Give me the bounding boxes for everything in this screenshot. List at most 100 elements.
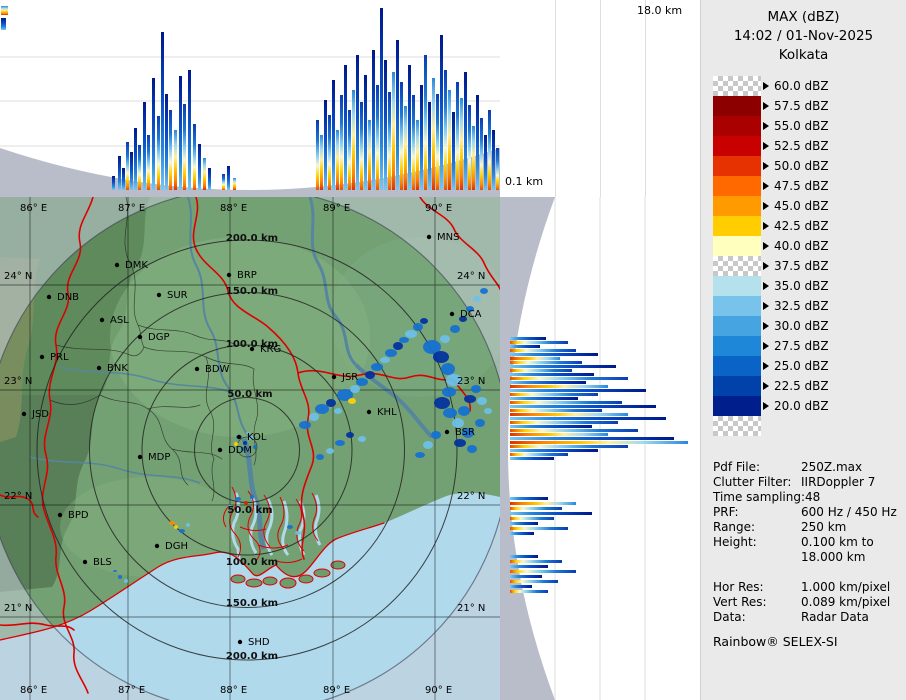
reflectivity-column [352, 90, 355, 190]
reflectivity-column [193, 124, 196, 190]
radar-map-panel: 200.0 km 150.0 km 100.0 km 50.0 km 50.0 km 10… [0, 197, 500, 700]
echo-cell [241, 447, 245, 451]
legend-level-row: 57.5 dBZ [713, 96, 829, 116]
echo-cell [234, 442, 238, 446]
echo-cell [458, 406, 470, 416]
echo-cell [473, 296, 481, 302]
city-label: ASL [110, 315, 129, 326]
longitude-label: 89° E [323, 203, 350, 214]
reflectivity-column [138, 145, 141, 190]
reflectivity-column [348, 110, 351, 190]
side-profile-background [500, 197, 646, 700]
reflectivity-row [510, 345, 540, 348]
city-dot [226, 272, 232, 278]
reflectivity-column [198, 144, 201, 190]
echo-cell [371, 363, 383, 371]
city-label: DMK [125, 260, 148, 271]
reflectivity-speck [1, 18, 6, 30]
info-value: 18.000 km [801, 550, 866, 564]
info-label: PRF: [713, 505, 739, 519]
echo-cell [484, 408, 492, 414]
echo-cell [413, 323, 423, 331]
reflectivity-column [372, 50, 375, 190]
echo-cell [235, 497, 241, 501]
city-label: DDM [228, 445, 252, 456]
echo-cell [466, 306, 474, 312]
info-row [713, 565, 897, 580]
product-info-block: Pdf File: 250Z.max Clutter Filter: IIRDoppl… [713, 460, 897, 625]
reflectivity-column [420, 85, 423, 190]
info-label: Height: [713, 535, 757, 549]
echo-cell [467, 445, 477, 453]
reflectivity-row [510, 425, 592, 428]
reflectivity-row [510, 570, 576, 573]
city-dot [236, 434, 242, 440]
reflectivity-row [510, 555, 538, 558]
info-row: Height: 0.100 km to [713, 535, 897, 550]
legend-level-row: 27.5 dBZ [713, 336, 829, 356]
reflectivity-row [510, 353, 598, 356]
echo-cell [433, 351, 449, 363]
city-dot [82, 559, 88, 565]
city-dot [137, 334, 143, 340]
legend-level-label: 42.5 dBZ [774, 219, 829, 233]
legend-swatch [713, 236, 761, 256]
echo-cell [434, 397, 450, 409]
echo-cell [440, 335, 450, 343]
product-title: MAX (dBZ) [767, 9, 840, 25]
echo-cell [348, 398, 356, 404]
reflectivity-column [464, 72, 467, 190]
city-dot [46, 294, 52, 300]
info-label: Vert Res: [713, 595, 767, 609]
echo-cell [179, 529, 185, 533]
reflectivity-row [510, 429, 638, 432]
echo-cell [454, 439, 466, 447]
reflectivity-row [510, 337, 546, 340]
city-label: SHD [248, 637, 270, 648]
reflectivity-column [332, 80, 335, 190]
echo-cell [442, 387, 456, 397]
legend-swatch [713, 76, 761, 96]
reflectivity-column [428, 102, 431, 190]
longitude-label: 87° E [118, 203, 145, 214]
info-row: PRF: 600 Hz / 450 Hz [713, 505, 897, 520]
reflectivity-column [344, 65, 347, 190]
legend-arrow-icon [763, 402, 769, 410]
echo-cell [118, 575, 122, 579]
legend-level-label: 20.0 dBZ [774, 399, 829, 413]
reflectivity-column [122, 168, 125, 190]
legend-level-row: 60.0 dBZ [713, 76, 829, 96]
reflectivity-row [510, 580, 558, 583]
longitude-label: 89° E [323, 685, 350, 696]
legend-swatch [713, 296, 761, 316]
reflectivity-column [436, 94, 439, 190]
reflectivity-column [320, 135, 323, 190]
out-of-range-wedge [0, 148, 500, 197]
echo-cell [441, 363, 455, 375]
reflectivity-speck [1, 6, 8, 15]
city-dot [21, 411, 27, 417]
reflectivity-column [468, 105, 471, 190]
legend-level-label: 32.5 dBZ [774, 299, 829, 313]
longitude-label: 87° E [118, 685, 145, 696]
range-ring-label: 200.0 km [226, 651, 278, 662]
legend-swatch [713, 376, 761, 396]
legend-arrow-icon [763, 282, 769, 290]
reflectivity-column [408, 65, 411, 190]
reflectivity-row [510, 413, 628, 416]
latitude-label: 22° N [457, 491, 485, 502]
reflectivity-column [169, 110, 172, 190]
reflectivity-column [233, 178, 236, 190]
reflectivity-row [510, 522, 538, 525]
legend-level-row: 30.0 dBZ [713, 316, 829, 336]
reflectivity-column [360, 102, 363, 190]
reflectivity-row [510, 397, 578, 400]
legend-swatch [713, 136, 761, 156]
red-borders [0, 197, 500, 694]
legend-swatch [713, 96, 761, 116]
reflectivity-column [488, 110, 491, 190]
city-label: PRL [50, 352, 69, 363]
legend-swatch [713, 216, 761, 236]
legend-level-label: 50.0 dBZ [774, 159, 829, 173]
echo-cell [316, 454, 324, 460]
